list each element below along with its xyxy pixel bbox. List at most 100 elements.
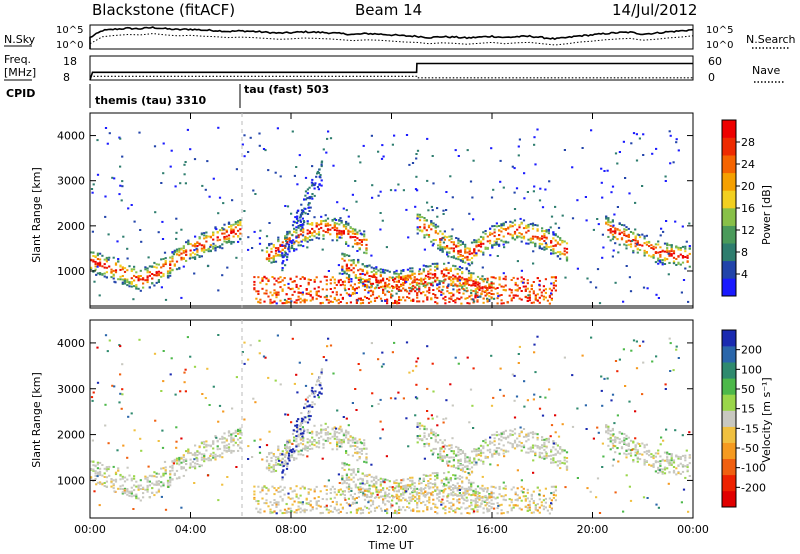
echo-cell [302,440,305,442]
echo-cell [106,142,109,145]
echo-cell [123,476,127,479]
echo-cell [659,460,662,463]
echo-cell [609,239,612,242]
echo-cell [448,277,451,280]
echo-cell [367,499,371,502]
echo-cell [340,439,343,441]
echo-cell [227,226,231,228]
echo-cell [319,490,322,493]
echo-cell [421,216,424,219]
echo-cell [451,228,454,231]
echo-cell [275,296,278,299]
echo-cell [429,478,432,480]
echo-cell [461,464,464,467]
echo-cell [218,229,222,232]
echo-cell [529,446,532,449]
echo-cell [295,275,298,278]
echo-cell [470,272,473,275]
echo-cell [493,440,496,443]
echo-cell [216,236,219,239]
echo-cell [144,477,147,480]
echo-cell [336,235,339,238]
echo-cell [550,450,553,453]
echo-cell [675,473,678,476]
echo-cell [114,471,118,474]
echo-cell [441,288,444,291]
echo-cell [350,263,353,266]
echo-cell [331,301,334,303]
echo-cell [493,449,496,452]
echo-cell [357,491,360,494]
echo-cell [90,477,93,480]
echo-cell [255,290,258,293]
echo-cell [230,227,233,230]
echo-cell [279,250,282,253]
echo-cell [225,438,228,441]
echo-cell [215,228,218,231]
echo-cell [445,274,448,277]
echo-cell [356,250,359,252]
echo-cell [643,251,646,254]
echo-cell [482,490,485,492]
echo-cell [119,268,122,271]
echo-cell [422,264,425,267]
echo-cell [423,436,426,439]
echo-cell [411,479,414,482]
echo-cell [459,449,462,452]
echo-cell [352,259,355,261]
echo-cell [509,220,512,223]
echo-cell [268,260,271,262]
echo-cell [185,463,188,465]
echo-cell [444,299,447,302]
echo-cell [618,243,621,246]
echo-cell [627,443,630,446]
echo-cell [144,266,147,269]
echo-cell [273,292,276,295]
echo-cell [455,237,458,239]
echo-cell [457,465,460,468]
echo-cell [436,486,439,489]
echo-cell [315,225,318,228]
echo-cell [623,439,626,442]
echo-cell [442,241,445,244]
echo-cell [142,488,145,490]
echo-cell [112,465,115,468]
echo-cell [448,297,451,300]
echo-cell [437,456,440,459]
echo-cell [452,288,455,291]
echo-cell [94,255,97,258]
echo-cell [461,480,464,483]
echo-cell [295,485,298,488]
echo-cell [234,435,237,437]
echo-cell [651,152,654,155]
echo-cell [666,451,669,454]
echo-cell [431,284,434,287]
echo-cell [370,266,373,269]
echo-cell [625,450,628,452]
echo-cell [130,492,133,495]
echo-cell [117,260,120,263]
echo-cell [525,440,528,443]
echo-cell [105,476,108,479]
echo-cell [175,260,179,263]
echo-cell [478,289,481,291]
echo-cell [498,283,501,286]
echo-cell [308,232,311,234]
echo-cell [500,226,503,229]
echo-cell [607,437,610,440]
echo-cell [412,288,415,291]
echo-cell [496,507,499,510]
echo-cell [268,452,271,454]
echo-cell [415,288,419,291]
echo-cell [452,264,455,267]
echo-cell [450,446,453,449]
echo-cell [189,458,192,461]
echo-cell [430,205,433,208]
echo-cell [108,132,111,135]
echo-cell [394,509,397,512]
echo-cell [302,447,305,450]
echo-cell [187,452,190,455]
echo-cell [193,158,197,161]
echo-cell [450,295,453,298]
echo-cell [450,450,453,453]
